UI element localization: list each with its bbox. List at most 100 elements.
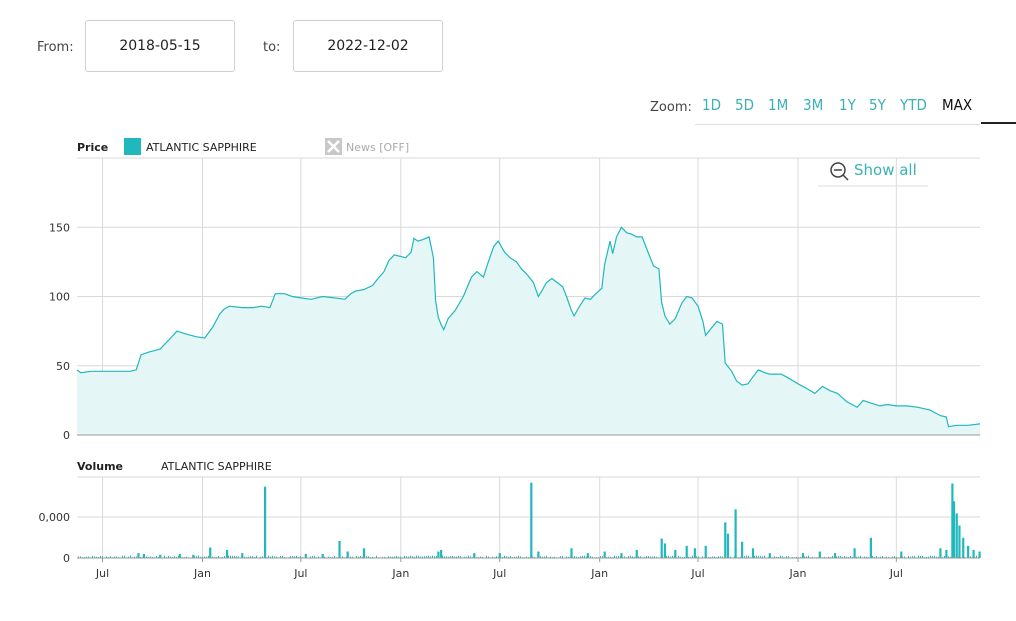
volume-bar [780,555,781,558]
volume-bar [618,555,619,558]
from-date-input[interactable]: 2018-05-15 [85,20,235,72]
volume-bar [840,556,841,558]
volume-bar [200,556,201,558]
volume-bar [590,555,591,558]
volume-bar [110,556,111,558]
volume-bar [948,556,949,558]
price-legend-label[interactable]: ATLANTIC SAPPHIRE [146,141,257,154]
volume-bar [644,556,645,558]
volume-bar [446,556,447,558]
to-date-input[interactable]: 2022-12-02 [293,20,443,72]
volume-bar [764,555,765,558]
x-tick-label: Jul [690,567,704,580]
volume-bar [94,556,95,558]
volume-bar [106,556,107,558]
volume-bar [630,555,631,558]
zoom-options: 1D 5D 1M 3M 1Y 5Y YTD MAX [695,94,1016,125]
volume-bar [328,556,329,558]
volume-bar [384,556,385,558]
volume-bar [124,555,125,558]
zoom-5y-button[interactable]: 5Y [869,96,886,114]
volume-bar [460,556,461,558]
zoom-ytd-button[interactable]: YTD [900,96,927,114]
volume-bar [678,555,679,558]
volume-bar [928,556,929,558]
volume-bar [102,556,103,558]
volume-bar [98,556,99,558]
volume-bar [955,513,958,558]
volume-bar [238,556,239,558]
volume-bar [334,555,335,558]
volume-bar [452,555,453,558]
volume-bar [390,556,391,558]
volume-bar [833,553,837,558]
volume-bar [332,556,333,558]
volume-bar [544,556,545,558]
volume-bar [778,556,779,558]
volume-bar [426,555,427,558]
show-all-button[interactable]: Show all [818,161,928,187]
zoom-3m-button[interactable]: 3M [803,96,824,114]
zoom-max-button[interactable]: MAX [942,96,973,114]
volume-bar [212,556,213,558]
volume-bar [252,556,253,558]
volume-bar [824,556,825,558]
volume-bar [454,556,455,558]
volume-bar [751,548,755,558]
volume-bars [77,482,981,559]
zoom-label: Zoom: [650,100,692,115]
volume-bar [692,555,693,558]
volume-bar [416,555,417,558]
from-label: From: [37,40,74,55]
zoom-1m-button[interactable]: 1M [768,96,789,114]
volume-legend-label: ATLANTIC SAPPHIRE [161,460,272,473]
volume-bar [342,556,343,558]
volume-bar [508,556,509,558]
volume-bar [801,553,805,558]
volume-bar [600,556,601,558]
volume-bar [812,556,813,558]
volume-bar [920,555,921,558]
volume-bar [194,556,195,558]
volume-bar [270,556,271,558]
volume-bar [786,556,787,558]
volume-bar [480,556,481,558]
show-all-label[interactable]: Show all [854,161,917,179]
volume-bar [156,556,157,558]
volume-bar [450,556,451,558]
volume-bar [204,556,205,558]
volume-bar [952,501,956,558]
zoom-1d-button[interactable]: 1D [702,96,721,114]
volume-bar [748,555,749,558]
volume-bar [634,556,635,558]
volume-bar [712,556,713,558]
volume-bar [554,556,555,558]
volume-bar [254,556,255,558]
volume-y-tick-label: 0 [63,552,70,565]
zoom-out-icon-handle [842,174,849,181]
zoom-5d-button[interactable]: 5D [735,96,754,114]
price-line [76,226,981,428]
volume-bar [774,556,775,558]
volume-bar [796,556,797,558]
volume-bar [290,556,291,558]
volume-bar [640,556,641,558]
volume-bar [616,556,617,558]
volume-bar [464,556,465,558]
volume-bar [396,555,397,558]
volume-bar [782,556,783,558]
volume-bar [268,555,269,558]
news-toggle-label[interactable]: News [OFF] [346,141,409,154]
volume-bar [708,556,709,558]
volume-bar [356,556,357,558]
price-legend-swatch[interactable] [124,138,141,155]
volume-bar [250,556,251,558]
news-toggle[interactable]: News [OFF] [325,138,409,155]
volume-bar [150,556,151,558]
volume-bar [498,553,501,558]
zoom-1y-button[interactable]: 1Y [839,96,856,114]
volume-bar [159,554,162,558]
volume-bar [550,556,551,558]
volume-bar [945,549,948,558]
volume-bar [936,556,937,558]
